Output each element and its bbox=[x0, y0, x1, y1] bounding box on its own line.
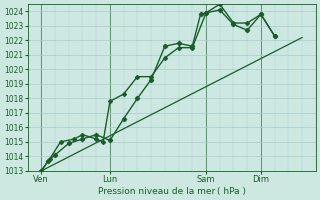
X-axis label: Pression niveau de la mer ( hPa ): Pression niveau de la mer ( hPa ) bbox=[98, 187, 246, 196]
